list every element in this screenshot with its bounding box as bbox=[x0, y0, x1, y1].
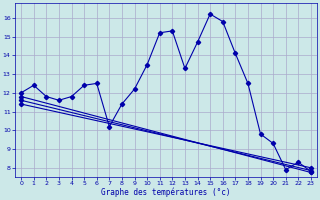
X-axis label: Graphe des températures (°c): Graphe des températures (°c) bbox=[101, 188, 231, 197]
